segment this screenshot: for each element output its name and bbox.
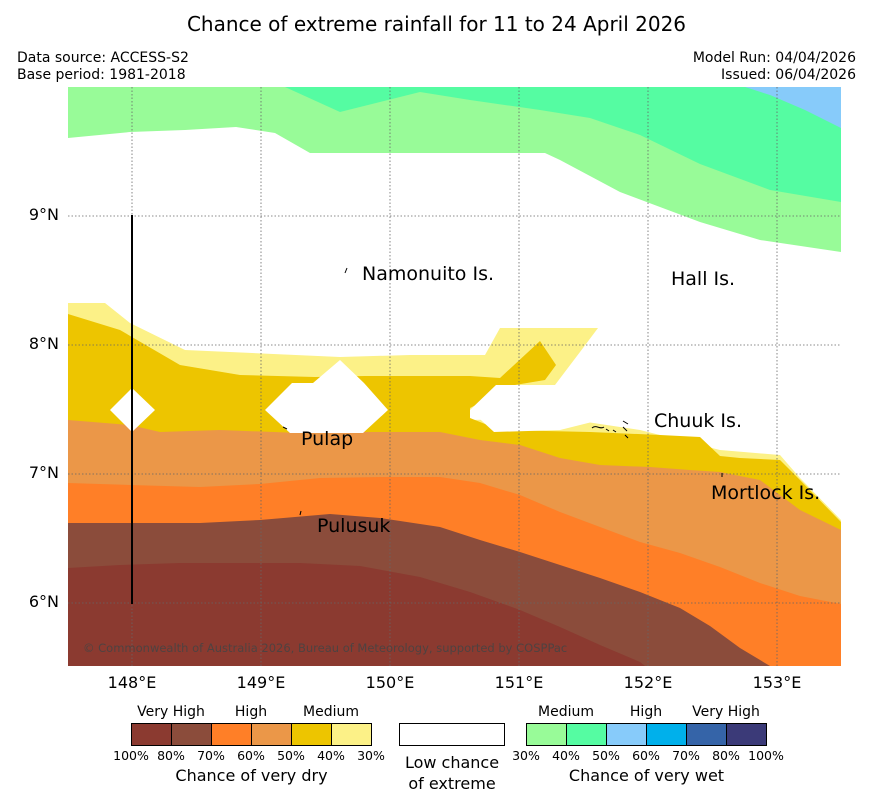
island-pulusuk: [299, 510, 302, 516]
place-hall: Hall Is.: [671, 268, 736, 290]
wet-tick: 30%: [512, 748, 540, 763]
dry-swatch-100-80: [132, 724, 172, 745]
low-chance-hole: [265, 360, 388, 433]
lon-label-150e: 150°E: [365, 673, 415, 692]
wet-40-zone: [285, 87, 841, 202]
meta-right: Model Run: 04/04/2026 Issued: 06/04/2026: [693, 50, 856, 84]
dry-tick: 30%: [357, 748, 385, 763]
wet-tick: 100%: [748, 748, 784, 763]
place-pulusuk: Pulusuk: [317, 515, 391, 537]
wet-category-very-high: Very High: [692, 704, 760, 720]
low-chance-swatch: [399, 723, 505, 746]
low-chance-line1: Low chance: [404, 753, 500, 772]
copyright-notice: © Commonwealth of Australia 2026, Bureau…: [83, 641, 568, 655]
place-mortlock: Mortlock Is.: [711, 482, 821, 504]
model-run: Model Run: 04/04/2026: [692, 50, 856, 66]
dry-tick: 100%: [113, 748, 149, 763]
dry-swatch-70-60: [212, 724, 252, 745]
island-namonuito: [344, 267, 348, 274]
dry-category-high: High: [234, 704, 268, 720]
lat-label-8n: 8°N: [28, 334, 59, 353]
place-pulap: Pulap: [301, 428, 354, 450]
lon-label-151e: 151°E: [494, 673, 544, 692]
dry-caption: Chance of very dry: [175, 766, 328, 785]
dry-swatch-50-40: [292, 724, 332, 745]
dry-swatch-60-50: [252, 724, 292, 745]
rainfall-map: [68, 87, 841, 666]
lon-label-152e: 152°E: [623, 673, 673, 692]
wet-swatch-80-100: [727, 724, 766, 745]
dry-80-zone: [68, 563, 645, 666]
wet-swatch-30-40: [527, 724, 567, 745]
lon-label-148e: 148°E: [107, 673, 157, 692]
island-outlines: [282, 267, 723, 516]
place-chuuk: Chuuk Is.: [654, 410, 742, 432]
issued-date: Issued: 06/04/2026: [721, 67, 856, 83]
chart-title: Chance of extreme rainfall for 11 to 24 …: [186, 12, 687, 36]
place-namonuito: Namonuito Is.: [362, 263, 495, 285]
dry-tick: 70%: [197, 748, 225, 763]
wet-tick: 70%: [672, 748, 700, 763]
wet-swatch-60-70: [647, 724, 687, 745]
meta-left: Data source: ACCESS-S2 Base period: 1981…: [17, 50, 189, 84]
dry-tick: 80%: [157, 748, 185, 763]
wet-swatch-70-80: [687, 724, 727, 745]
wet-colorbar: [526, 723, 767, 746]
dry-category-very-high: Very High: [137, 704, 205, 720]
wet-swatch-50-60: [607, 724, 647, 745]
low-chance-caption: Low chance of extreme: [399, 752, 505, 794]
wet-tick: 80%: [712, 748, 740, 763]
low-chance-hole: [470, 385, 610, 432]
low-chance-line2: of extreme: [408, 774, 496, 793]
map-gridlines: [68, 87, 841, 666]
wet-50-zone: [745, 87, 841, 128]
dry-tick: 40%: [317, 748, 345, 763]
island-pulap: [282, 426, 288, 430]
base-period: Base period: 1981-2018: [17, 67, 186, 83]
wet-tick: 40%: [552, 748, 580, 763]
dry-swatch-80-70: [172, 724, 212, 745]
wet-caption: Chance of very wet: [568, 766, 725, 785]
lat-label-7n: 7°N: [28, 463, 59, 482]
dry-colorbar: [131, 723, 372, 746]
dry-swatch-40-30: [332, 724, 371, 745]
wet-swatch-40-50: [567, 724, 607, 745]
wet-tick: 60%: [632, 748, 660, 763]
wet-category-high: High: [629, 704, 663, 720]
lon-label-153e: 153°E: [752, 673, 802, 692]
dry-tick: 60%: [237, 748, 265, 763]
lon-label-149e: 149°E: [236, 673, 286, 692]
map-plot-area: [68, 87, 841, 666]
lat-label-9n: 9°N: [28, 205, 59, 224]
dry-category-medium: Medium: [303, 704, 359, 720]
wet-category-medium: Medium: [538, 704, 594, 720]
dry-tick: 50%: [277, 748, 305, 763]
data-source: Data source: ACCESS-S2: [17, 50, 189, 66]
island-chuuk: [591, 420, 629, 439]
wet-tick: 50%: [592, 748, 620, 763]
lat-label-6n: 6°N: [28, 592, 59, 611]
